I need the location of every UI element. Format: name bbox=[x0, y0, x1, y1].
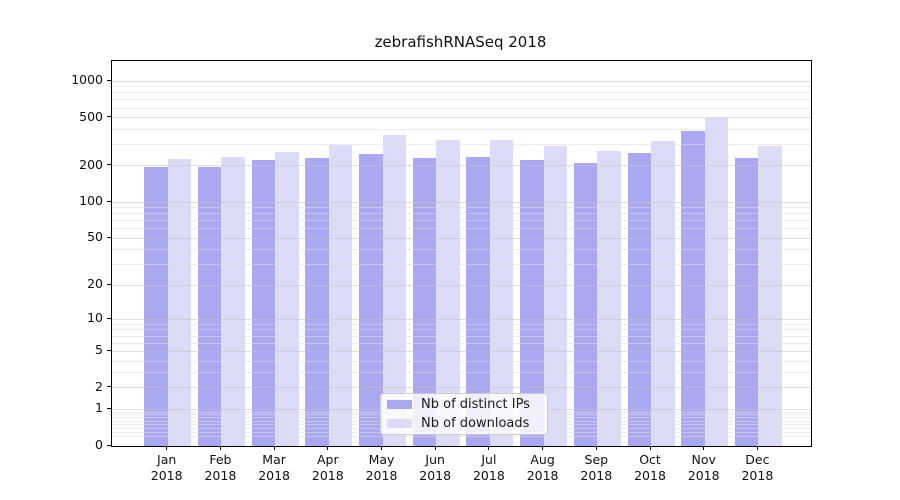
x-tick-mark bbox=[327, 446, 329, 450]
bar-distinct-ips-apr bbox=[305, 157, 329, 446]
bar-distinct-ips-jan bbox=[144, 167, 168, 446]
bar-downloads-apr bbox=[328, 144, 353, 446]
x-tick-mark bbox=[649, 446, 651, 450]
y-tick-mark bbox=[107, 407, 111, 409]
x-tick-mark bbox=[166, 446, 168, 450]
x-tick-mark bbox=[756, 446, 758, 450]
x-tick-label: Sep 2018 bbox=[580, 452, 613, 483]
x-tick-label: Nov 2018 bbox=[687, 452, 720, 483]
bar-downloads-oct bbox=[651, 141, 675, 446]
x-tick-label: Jul 2018 bbox=[472, 452, 505, 483]
x-tick-label: Dec 2018 bbox=[741, 452, 774, 483]
legend: Nb of distinct IPs Nb of downloads bbox=[380, 393, 548, 435]
y-tick-mark bbox=[107, 79, 111, 81]
legend-label-distinct-ips: Nb of distinct IPs bbox=[421, 397, 530, 412]
y-tick-mark bbox=[107, 444, 111, 446]
y-tick-mark bbox=[107, 116, 111, 118]
x-tick-label: Oct 2018 bbox=[634, 452, 666, 483]
y-tick-label: 2 bbox=[95, 378, 103, 394]
y-tick-label: 500 bbox=[79, 108, 103, 124]
y-tick-mark bbox=[107, 164, 111, 166]
bar-distinct-ips-may bbox=[359, 154, 383, 446]
x-tick-mark bbox=[488, 446, 490, 450]
bar-downloads-sep bbox=[597, 150, 621, 446]
y-tick-label: 100 bbox=[79, 193, 103, 209]
bar-downloads-mar bbox=[275, 151, 299, 446]
x-tick-mark bbox=[703, 446, 705, 450]
x-tick-label: Jun 2018 bbox=[419, 452, 452, 483]
bar-distinct-ips-jun bbox=[412, 157, 437, 446]
bar-distinct-ips-nov bbox=[681, 131, 705, 446]
y-tick-mark bbox=[107, 236, 111, 238]
y-tick-label: 50 bbox=[87, 229, 103, 245]
legend-entry-distinct-ips: Nb of distinct IPs bbox=[387, 397, 541, 413]
y-tick-mark bbox=[107, 317, 111, 319]
bar-distinct-ips-aug bbox=[520, 159, 544, 446]
bar-downloads-feb bbox=[221, 157, 245, 446]
y-tick-label: 200 bbox=[79, 156, 103, 172]
bar-distinct-ips-dec bbox=[734, 157, 759, 446]
bars-layer bbox=[112, 61, 811, 446]
x-tick-mark bbox=[434, 446, 436, 450]
bar-distinct-ips-sep bbox=[573, 162, 598, 446]
bar-downloads-jul bbox=[489, 139, 514, 446]
chart-title: zebrafishRNASeq 2018 bbox=[374, 33, 547, 51]
x-tick-label: Apr 2018 bbox=[311, 452, 344, 483]
legend-swatch-distinct-ips bbox=[387, 400, 412, 409]
x-tick-label: Feb 2018 bbox=[204, 452, 237, 483]
x-tick-mark bbox=[381, 446, 382, 450]
x-tick-label: Jan 2018 bbox=[150, 452, 183, 483]
y-tick-mark bbox=[107, 283, 111, 285]
x-tick-label: May 2018 bbox=[365, 452, 398, 483]
y-tick-mark bbox=[107, 386, 111, 388]
x-tick-mark bbox=[542, 446, 544, 450]
y-tick-label: 20 bbox=[87, 276, 103, 292]
y-tick-mark bbox=[107, 349, 111, 351]
bar-distinct-ips-feb bbox=[197, 167, 222, 446]
x-tick-mark bbox=[595, 446, 597, 450]
y-tick-label: 5 bbox=[95, 342, 103, 358]
bar-downloads-dec bbox=[758, 146, 782, 446]
legend-entry-downloads: Nb of downloads bbox=[387, 416, 541, 432]
bar-downloads-nov bbox=[704, 118, 729, 446]
bar-downloads-may bbox=[382, 134, 406, 446]
legend-label-downloads: Nb of downloads bbox=[421, 416, 530, 431]
plot-area: Nb of distinct IPs Nb of downloads bbox=[111, 60, 812, 447]
bar-downloads-jun bbox=[436, 140, 460, 446]
y-tick-label: 1000 bbox=[71, 72, 103, 88]
y-tick-label: 0 bbox=[95, 437, 103, 452]
y-tick-label: 10 bbox=[87, 310, 103, 326]
x-tick-label: Aug 2018 bbox=[526, 452, 559, 483]
x-tick-mark bbox=[219, 446, 221, 450]
x-tick-mark bbox=[273, 446, 275, 450]
y-tick-label: 1 bbox=[95, 400, 103, 416]
bar-distinct-ips-oct bbox=[627, 152, 651, 446]
bar-downloads-jan bbox=[167, 159, 192, 446]
x-tick-label: Mar 2018 bbox=[258, 452, 290, 483]
y-tick-mark bbox=[107, 200, 111, 202]
bar-distinct-ips-mar bbox=[251, 159, 276, 446]
legend-swatch-downloads bbox=[387, 419, 412, 428]
